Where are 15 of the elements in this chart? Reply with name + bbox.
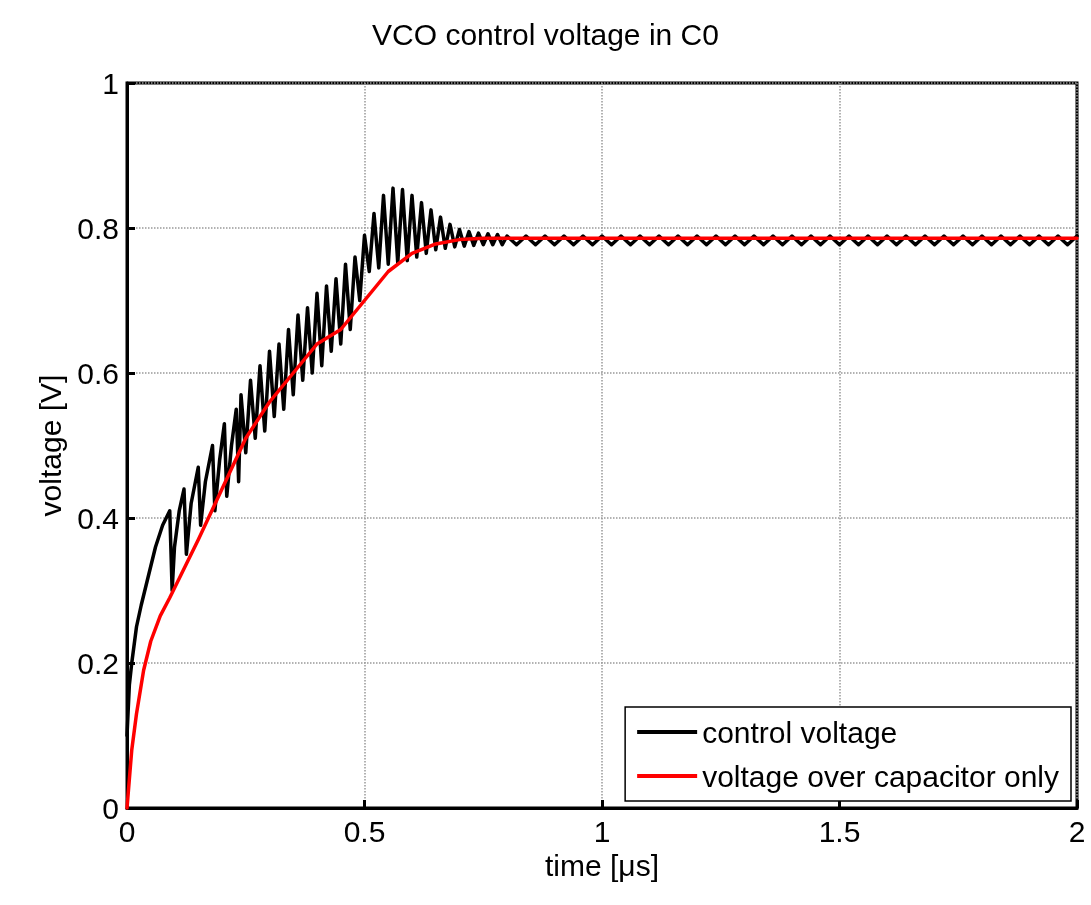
x-tick-label: 2 [1068, 814, 1086, 848]
y-tick-label: 0.2 [77, 646, 119, 680]
y-axis-title: voltage [V] [33, 374, 67, 517]
y-tick-label: 0.6 [77, 356, 119, 390]
y-tick-label: 0.8 [77, 211, 119, 245]
x-tick-label: 1.5 [818, 814, 861, 848]
legend-label: voltage over capacitor only [702, 759, 1060, 793]
x-tick-label: 1 [593, 814, 611, 848]
y-tick-label: 0.4 [77, 501, 119, 535]
legend-label: control voltage [702, 715, 898, 749]
y-tick-label: 1 [102, 66, 119, 100]
chart-title: VCO control voltage in C0 [372, 17, 719, 51]
x-axis-title: time [μs] [545, 849, 659, 883]
x-tick-label: 0.5 [343, 814, 386, 848]
y-tick-label: 0 [102, 791, 119, 825]
